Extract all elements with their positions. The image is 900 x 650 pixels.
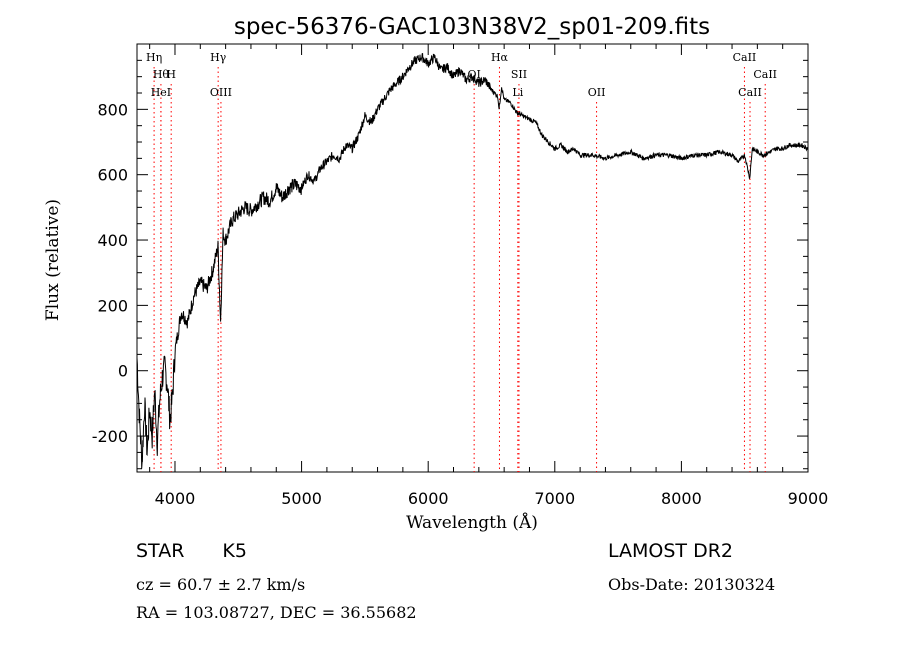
spectral-line-label: OIII bbox=[210, 86, 232, 99]
x-tick-label: 4000 bbox=[155, 489, 196, 508]
x-tick-label: 6000 bbox=[408, 489, 449, 508]
spectral-line-label: SII bbox=[511, 68, 527, 81]
object-subclass: K5 bbox=[222, 540, 247, 562]
y-tick-label: 0 bbox=[118, 362, 128, 381]
spectral-line-label: CaII bbox=[733, 51, 757, 64]
x-tick-label: 9000 bbox=[788, 489, 829, 508]
observation-date: Obs-Date: 20130324 bbox=[608, 575, 776, 594]
survey-name: LAMOST DR2 bbox=[608, 540, 733, 562]
x-tick-label: 7000 bbox=[534, 489, 575, 508]
spectral-line-label: H bbox=[166, 68, 176, 81]
y-tick-label: -200 bbox=[92, 427, 128, 446]
spectral-line-label: Li bbox=[512, 86, 523, 99]
y-axis-label: Flux (relative) bbox=[43, 199, 63, 321]
plot-area: 4000 5000 6000 7000 8000 9000 -200 0 200 400 600 80… bbox=[92, 43, 829, 508]
spectral-line-label: CaII bbox=[738, 86, 762, 99]
y-tick-label: 200 bbox=[97, 296, 128, 315]
coordinates-info: RA = 103.08727, DEC = 36.55682 bbox=[136, 603, 417, 622]
spectral-line-label: OI bbox=[467, 68, 480, 81]
object-class: STAR K5 bbox=[136, 540, 247, 562]
y-tick-label: 400 bbox=[97, 231, 128, 250]
x-axis-label: Wavelength (Å) bbox=[406, 512, 538, 533]
spectral-line-label: OII bbox=[588, 86, 606, 99]
x-tick-label: 5000 bbox=[281, 489, 322, 508]
spectrum-line bbox=[136, 52, 809, 469]
chart-title: spec-56376-GAC103N38V2_sp01-209.fits bbox=[234, 14, 710, 40]
x-tick-label: 8000 bbox=[661, 489, 702, 508]
y-tick-label: 600 bbox=[97, 166, 128, 185]
spectral-line-label: Hθ bbox=[153, 68, 170, 81]
object-type: STAR bbox=[136, 540, 185, 562]
spectral-line-label: HeI bbox=[151, 86, 171, 99]
spectral-line-label: Hα bbox=[491, 51, 509, 64]
spectral-line-label: Hγ bbox=[210, 51, 227, 64]
spectral-line-label: CaII bbox=[753, 68, 777, 81]
plot-frame bbox=[136, 43, 809, 473]
spectral-line-label: Hη bbox=[146, 51, 162, 64]
redshift-info: cz = 60.7 ± 2.7 km/s bbox=[136, 575, 306, 594]
y-tick-label: 800 bbox=[97, 100, 128, 119]
